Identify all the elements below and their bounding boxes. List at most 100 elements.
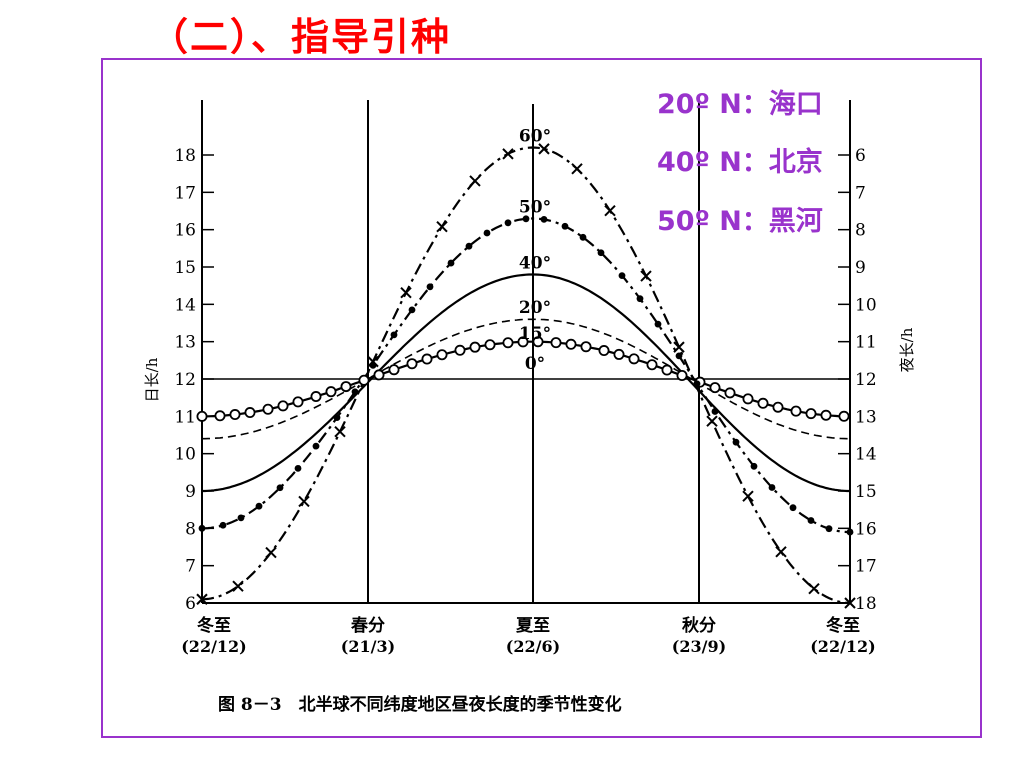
point-15deg xyxy=(388,364,400,376)
point-15deg xyxy=(517,336,529,348)
series-line-20deg xyxy=(202,318,850,440)
point-60deg xyxy=(706,415,718,427)
point-15deg xyxy=(709,382,721,394)
point-15deg xyxy=(502,337,514,349)
point-60deg xyxy=(334,425,346,438)
point-60deg xyxy=(808,582,820,595)
point-60deg-stroke xyxy=(298,495,310,508)
point-15deg xyxy=(532,336,544,348)
right-tick-label: 11 xyxy=(855,333,877,353)
left-tick-label: 10 xyxy=(174,445,196,465)
point-60deg xyxy=(367,355,379,368)
point-50deg xyxy=(618,272,626,280)
slide-title: （二）、指导引种 xyxy=(150,15,452,59)
point-50deg xyxy=(561,222,569,230)
point-15deg xyxy=(421,353,433,365)
point-50deg xyxy=(540,215,548,223)
point-50deg xyxy=(789,504,797,512)
series-label: 50° xyxy=(519,197,551,217)
point-60deg-stroke xyxy=(469,175,481,187)
point-50deg xyxy=(732,438,740,446)
point-15deg xyxy=(742,393,754,405)
point-15deg xyxy=(661,364,673,376)
left-tick-label: 7 xyxy=(185,557,196,577)
point-50deg xyxy=(675,352,683,360)
point-60deg-stroke xyxy=(844,597,856,609)
point-50deg xyxy=(465,242,473,250)
x-tick-label: 夏至 xyxy=(516,616,550,636)
point-60deg xyxy=(298,495,310,508)
point-60deg xyxy=(673,341,685,353)
point-50deg xyxy=(351,388,359,396)
point-50deg xyxy=(825,525,833,533)
point-15deg xyxy=(676,369,688,381)
point-60deg-stroke xyxy=(196,593,208,605)
series-line-40deg xyxy=(202,273,850,493)
annotation-beijing: 40º N：北京 xyxy=(657,147,823,178)
point-50deg xyxy=(276,484,284,492)
point-50deg xyxy=(390,331,398,339)
point-50deg xyxy=(483,229,491,237)
right-tick-label: 6 xyxy=(855,146,866,166)
left-tick-label: 15 xyxy=(174,258,196,278)
point-15deg xyxy=(550,337,562,349)
point-60deg-stroke xyxy=(538,143,550,155)
point-60deg xyxy=(232,580,244,592)
point-15deg xyxy=(820,409,832,421)
right-tick-label: 9 xyxy=(855,258,866,278)
x-tick-label: 冬至 xyxy=(197,615,231,636)
left-tick-label: 12 xyxy=(174,370,196,390)
right-tick-label: 8 xyxy=(855,221,866,241)
point-15deg xyxy=(580,341,592,353)
left-tick-label: 16 xyxy=(174,221,196,241)
series-label: 60° xyxy=(519,126,551,146)
point-60deg-stroke xyxy=(502,148,514,160)
point-50deg xyxy=(237,514,245,522)
point-50deg xyxy=(447,259,455,267)
point-50deg xyxy=(654,320,662,328)
point-50deg xyxy=(255,502,263,510)
point-15deg xyxy=(628,353,640,365)
point-60deg-stroke xyxy=(334,425,346,438)
point-50deg xyxy=(294,464,302,472)
point-60deg-stroke xyxy=(775,546,787,558)
point-60deg xyxy=(265,546,277,559)
point-50deg xyxy=(693,380,701,388)
left-tick-label: 14 xyxy=(174,295,196,315)
series-label: 0° xyxy=(525,354,545,374)
point-15deg xyxy=(646,359,658,371)
point-15deg xyxy=(838,410,850,422)
point-15deg xyxy=(277,400,289,412)
x-tick-date: (23/9) xyxy=(672,637,726,656)
point-60deg xyxy=(844,597,856,609)
point-15deg xyxy=(229,409,241,421)
right-tick-label: 17 xyxy=(855,557,877,577)
point-15deg xyxy=(358,374,370,386)
point-60deg xyxy=(196,593,208,605)
point-15deg xyxy=(196,410,208,422)
right-tick-label: 18 xyxy=(855,594,877,614)
right-tick-label: 16 xyxy=(855,519,877,539)
point-15deg xyxy=(262,403,274,415)
point-60deg-stroke xyxy=(640,270,652,282)
right-tick-label: 13 xyxy=(855,407,877,427)
right-tick-label: 15 xyxy=(855,482,877,502)
point-50deg xyxy=(579,233,587,241)
point-60deg xyxy=(742,490,754,502)
point-15deg xyxy=(724,387,736,399)
point-15deg xyxy=(469,341,481,353)
point-15deg xyxy=(340,381,352,393)
right-tick-label: 14 xyxy=(855,445,877,465)
left-tick-label: 6 xyxy=(185,594,196,614)
figure-frame xyxy=(101,58,982,738)
point-50deg xyxy=(750,462,758,470)
point-15deg xyxy=(772,401,784,413)
series-label: 15° xyxy=(519,324,551,344)
point-50deg xyxy=(504,219,512,227)
point-60deg xyxy=(400,286,412,299)
point-60deg xyxy=(469,175,481,187)
point-15deg xyxy=(454,344,466,356)
point-15deg xyxy=(310,391,322,403)
figure-caption: 图 8－3 北半球不同纬度地区昼夜长度的季节性变化 xyxy=(218,695,622,715)
point-60deg-stroke xyxy=(265,546,277,559)
